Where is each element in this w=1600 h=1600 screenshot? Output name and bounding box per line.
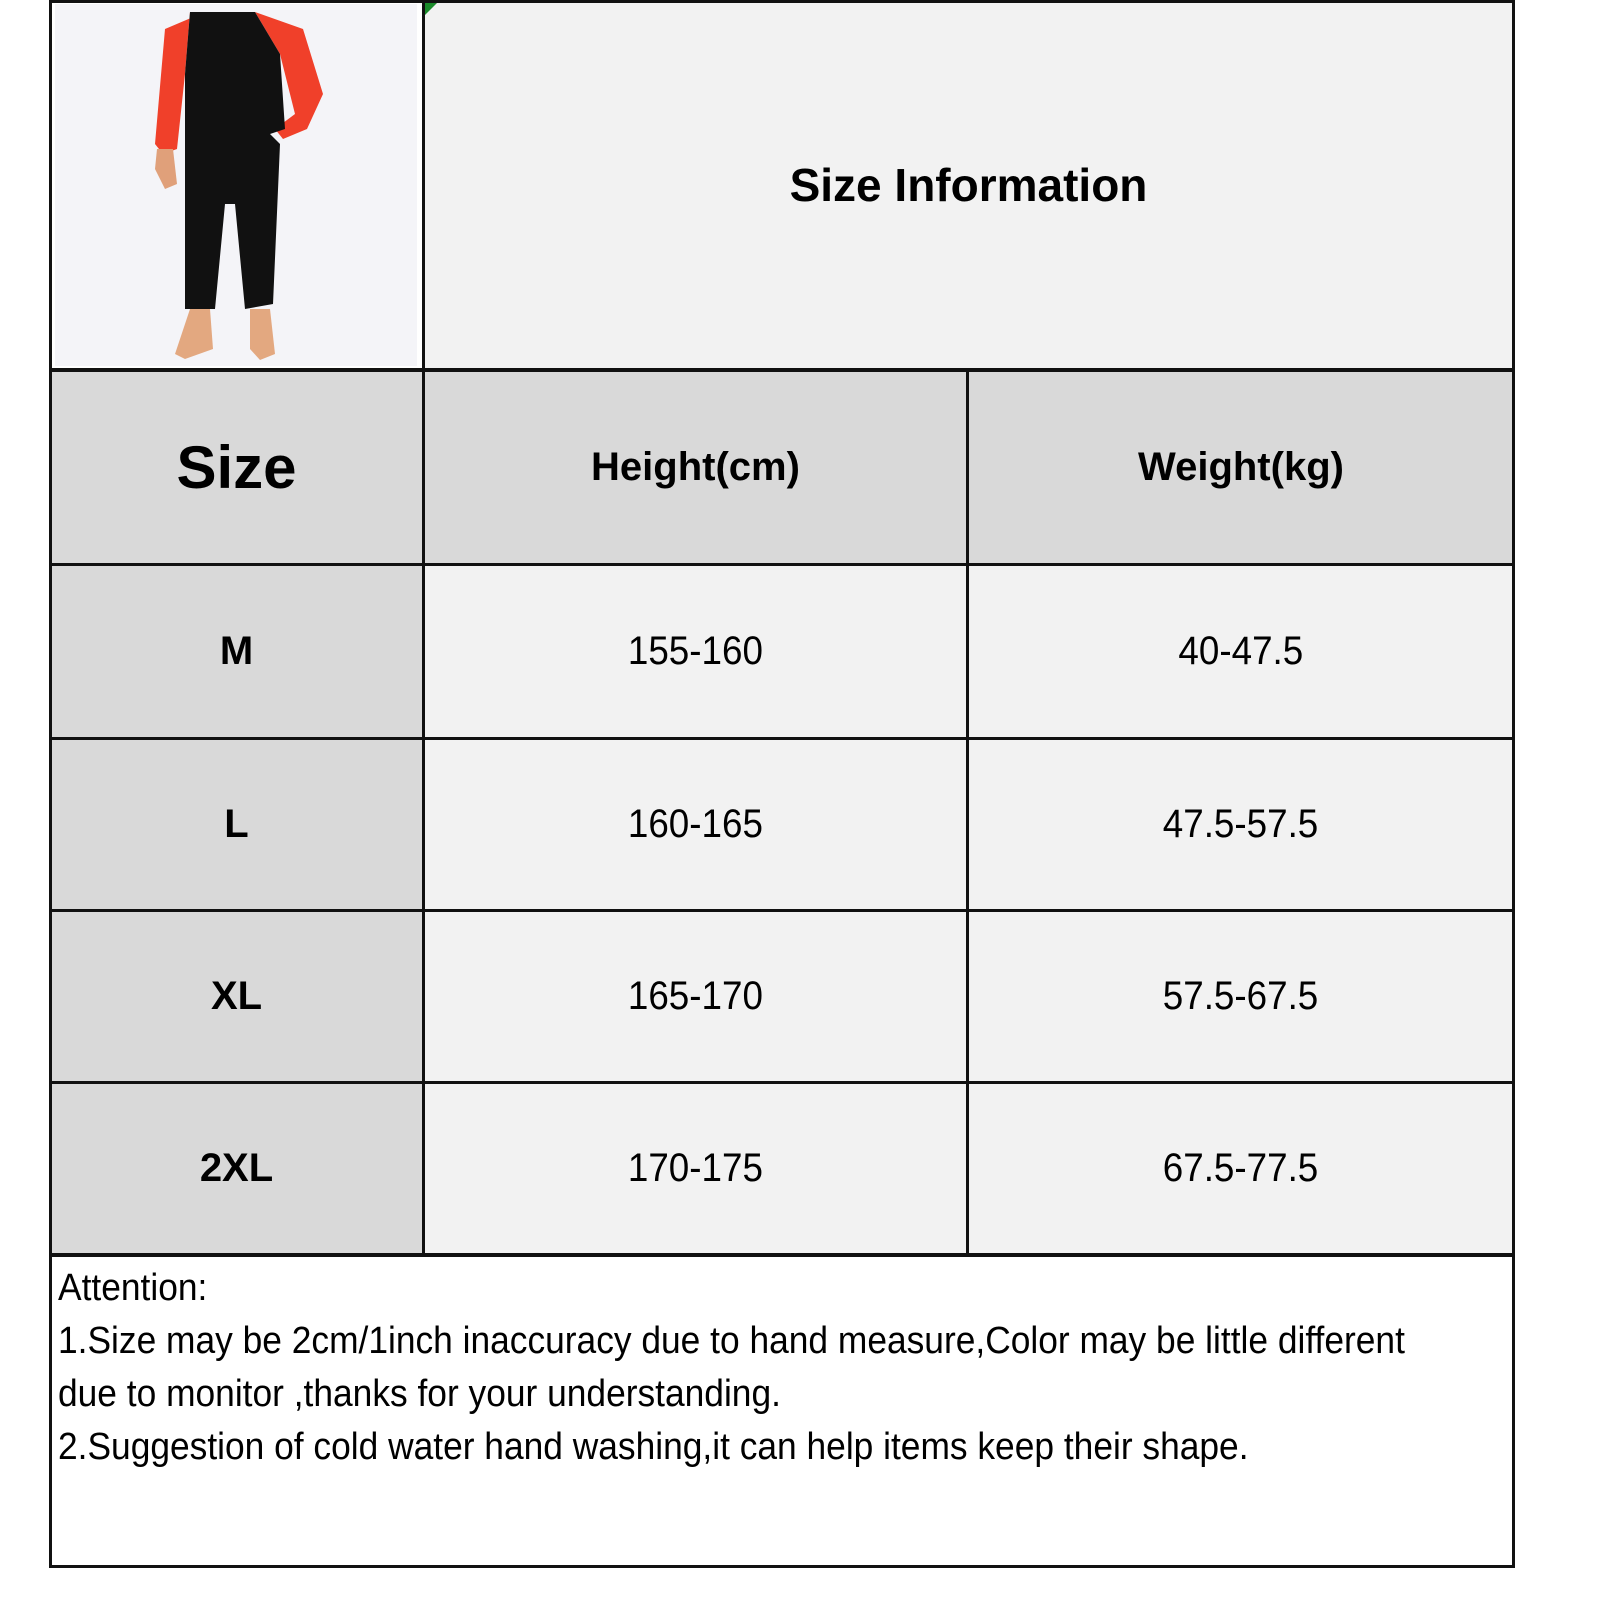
border-bottom xyxy=(49,1565,1515,1568)
attention-notes: Attention: 1.Size may be 2cm/1inch inacc… xyxy=(58,1262,1500,1474)
height-cell: 170-175 xyxy=(423,1082,968,1255)
border-right xyxy=(1512,0,1515,1568)
height-cell: 155-160 xyxy=(423,565,968,738)
header-size-label: Size xyxy=(176,434,297,501)
height-value: 160-165 xyxy=(627,801,764,846)
height-value: 165-170 xyxy=(627,973,764,1018)
weight-cell: 67.5-77.5 xyxy=(968,1082,1514,1255)
row-divider xyxy=(49,737,1515,740)
product-photo-cell xyxy=(50,0,423,370)
height-value: 155-160 xyxy=(627,629,764,673)
header-height: Height(cm) xyxy=(423,370,968,565)
cell-marker xyxy=(425,3,437,15)
size-value: L xyxy=(224,801,249,846)
weight-value: 47.5-57.5 xyxy=(1163,801,1319,846)
size-value: M xyxy=(219,629,254,673)
row-divider xyxy=(49,563,1515,566)
weight-value: 57.5-67.5 xyxy=(1163,973,1319,1018)
size-cell: M xyxy=(50,565,423,738)
header-weight: Weight(kg) xyxy=(968,370,1514,565)
attention-note: 2.Suggestion of cold water hand washing,… xyxy=(58,1426,1249,1468)
row-divider xyxy=(49,909,1515,912)
border-top xyxy=(49,0,1515,3)
row-divider xyxy=(49,368,1515,372)
col-divider xyxy=(422,0,425,1256)
sauna-suit-photo xyxy=(55,4,417,366)
weight-cell: 40-47.5 xyxy=(968,565,1514,738)
page-title: Size Information xyxy=(789,159,1148,211)
weight-value: 40-47.5 xyxy=(1178,629,1304,673)
size-value: 2XL xyxy=(199,1146,274,1190)
weight-value: 67.5-77.5 xyxy=(1163,1146,1319,1190)
weight-cell: 57.5-67.5 xyxy=(968,910,1514,1082)
size-value: XL xyxy=(210,973,263,1018)
size-cell: 2XL xyxy=(50,1082,423,1255)
row-divider xyxy=(49,1081,1515,1084)
height-value: 170-175 xyxy=(627,1146,764,1190)
header-weight-label: Weight(kg) xyxy=(1138,445,1344,489)
size-cell: XL xyxy=(50,910,423,1082)
col-divider xyxy=(966,370,969,1256)
attention-note: 1.Size may be 2cm/1inch inaccuracy due t… xyxy=(58,1320,1405,1415)
attention-heading: Attention: xyxy=(58,1267,208,1309)
border-left xyxy=(49,0,52,1568)
height-cell: 160-165 xyxy=(423,738,968,910)
weight-cell: 47.5-57.5 xyxy=(968,738,1514,910)
size-cell: L xyxy=(50,738,423,910)
title-cell: Size Information xyxy=(423,0,1514,370)
height-cell: 165-170 xyxy=(423,910,968,1082)
header-height-label: Height(cm) xyxy=(591,445,800,489)
row-divider xyxy=(49,1253,1515,1257)
header-size: Size xyxy=(50,370,423,565)
